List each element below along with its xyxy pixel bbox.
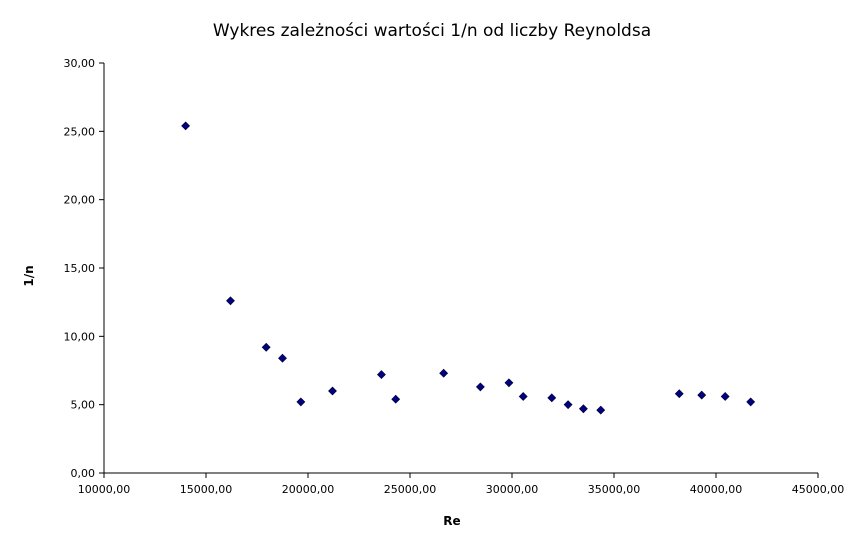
data-point [328, 386, 337, 396]
data-point [504, 378, 514, 388]
data-point [746, 397, 756, 407]
y-tick-label: 30,00 [64, 57, 96, 70]
chart-title: Wykres zależności wartości 1/n od liczby… [213, 21, 651, 41]
data-point [518, 392, 528, 401]
data-point [391, 394, 401, 404]
data-point [720, 392, 730, 401]
y-axis-title: 1/n [22, 265, 36, 286]
data-point [547, 393, 557, 403]
x-tick-label: 30000,00 [486, 483, 539, 496]
x-tick-label: 25000,00 [384, 483, 437, 496]
x-axis-title: Re [443, 514, 460, 528]
x-tick-label: 20000,00 [282, 483, 335, 496]
data-point [181, 121, 191, 131]
x-tick-label: 35000,00 [588, 483, 641, 496]
y-tick-label: 5,00 [71, 399, 96, 412]
axes [103, 63, 818, 474]
x-tick-label: 10000,00 [78, 483, 131, 496]
data-point [674, 389, 684, 399]
data-point [563, 400, 573, 410]
y-tick-label: 25,00 [64, 125, 96, 138]
x-tick-label: 15000,00 [180, 483, 233, 496]
data-point [439, 368, 449, 378]
y-tick-label: 20,00 [64, 194, 96, 207]
y-tick-label: 15,00 [64, 262, 96, 275]
data-point [377, 370, 386, 380]
data-point [475, 382, 485, 392]
data-points [181, 121, 756, 415]
data-point [261, 342, 271, 352]
data-point [697, 390, 707, 400]
data-point [296, 397, 306, 407]
y-tick-label: 0,00 [71, 467, 96, 480]
x-tick-label: 40000,00 [690, 483, 743, 496]
x-tick-label: 45000,00 [792, 483, 845, 496]
data-point [278, 353, 287, 363]
data-point [578, 404, 588, 414]
x-axis-ticks: 10000,00 15000,00 20000,00 25000,00 30000,00… [78, 473, 845, 496]
data-point [596, 405, 606, 415]
y-tick-label: 10,00 [64, 330, 96, 343]
y-axis-ticks: 0,00 5,00 10,00 15,00 20,00 25,00 30,00 [64, 57, 104, 480]
data-point [226, 296, 235, 306]
